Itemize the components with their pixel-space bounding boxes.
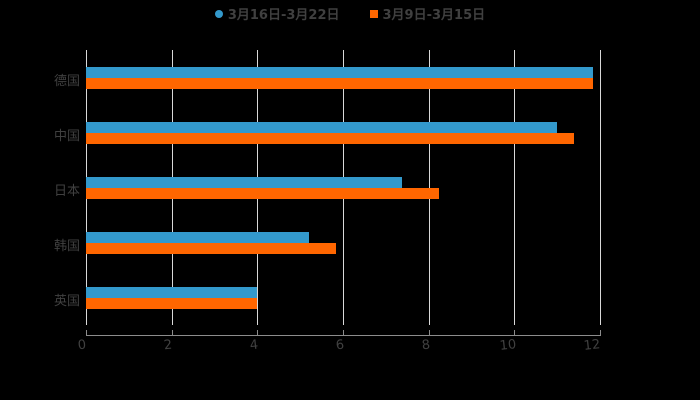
gridline-8 [428,50,430,325]
bar-china-series1[interactable] [86,122,557,133]
bar-china-series2[interactable] [86,133,574,144]
bar-uk-series2[interactable] [86,298,257,309]
category-label-germany: 德国 [53,74,80,89]
x-tick [343,330,344,336]
series1-marker-icon [214,9,223,18]
x-tick-label-10: 10 [498,337,518,354]
x-tick [257,330,259,336]
legend-label-series1: 3月16日-3月22日 [227,8,340,23]
x-tick [428,330,430,336]
bar-japan-series1[interactable] [86,177,402,188]
bar-germany-series1[interactable] [86,67,593,78]
series2-marker-icon [369,9,378,18]
plot-area [86,50,601,325]
x-tick-label-8: 8 [421,337,431,354]
x-tick-label-6: 6 [335,337,345,354]
x-tick-label-2: 2 [163,337,173,354]
x-tick [514,330,516,336]
x-tick [86,330,87,336]
gridline-12 [600,50,601,325]
x-tick-label-12: 12 [582,337,602,354]
x-tick-label-0: 0 [77,337,87,354]
category-label-japan: 日本 [53,184,80,199]
gridline-10 [514,50,516,325]
x-tick [171,330,173,336]
bar-korea-series2[interactable] [86,243,336,254]
chart-legend: 3月16日-3月22日 3月9日-3月15日 [0,4,700,23]
bar-japan-series2[interactable] [86,188,439,199]
bar-uk-series1[interactable] [86,287,257,298]
bar-germany-series2[interactable] [86,78,593,89]
x-tick [600,330,601,336]
category-label-korea: 韩国 [53,239,80,254]
legend-label-series2: 3月9日-3月15日 [382,8,486,23]
category-label-china: 中国 [53,129,80,144]
legend-item-series2[interactable]: 3月9日-3月15日 [369,4,486,23]
x-tick-label-4: 4 [249,337,259,354]
category-label-uk: 英国 [53,294,80,309]
legend-item-series1[interactable]: 3月16日-3月22日 [214,4,340,23]
bar-korea-series1[interactable] [86,232,309,243]
